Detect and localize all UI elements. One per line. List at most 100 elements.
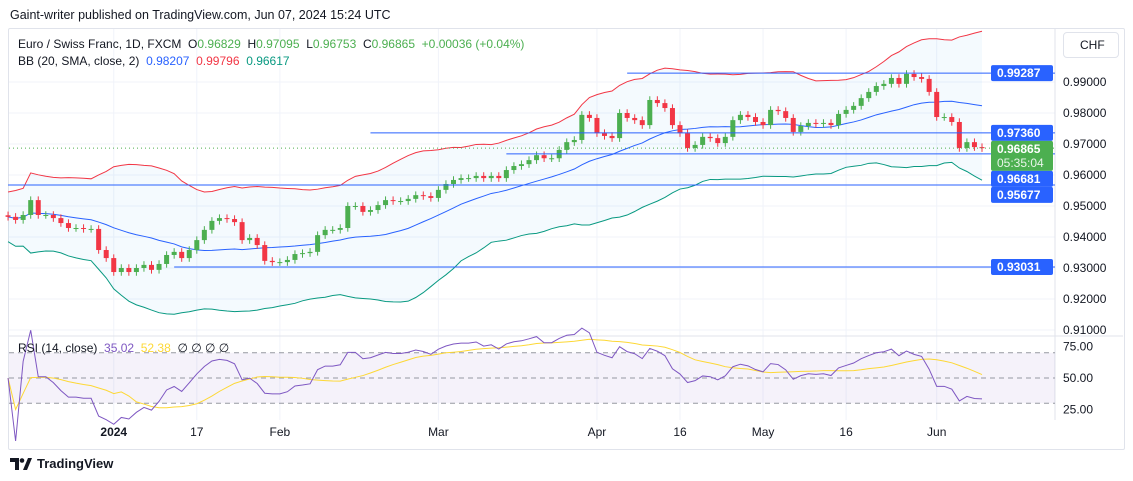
close-value: 0.96865	[371, 37, 415, 51]
candle	[722, 133, 728, 147]
candle-body	[13, 216, 19, 220]
open-value: 0.96829	[197, 37, 241, 51]
time-label: Jun	[927, 425, 946, 439]
candle-body	[677, 125, 683, 134]
candle	[50, 211, 56, 222]
candle	[292, 250, 298, 264]
open-label: O	[188, 37, 198, 51]
candle-body	[35, 200, 41, 215]
candle-body	[820, 122, 826, 124]
candle	[156, 260, 162, 274]
candle	[866, 88, 872, 102]
tradingview-logo[interactable]: TradingView	[10, 456, 113, 471]
bb-label[interactable]: BB (20, SMA, close, 2)	[18, 54, 140, 68]
candle-body	[828, 122, 834, 126]
candle	[126, 264, 132, 276]
candle	[133, 264, 139, 276]
candle	[496, 172, 502, 182]
candle	[103, 246, 109, 262]
candle	[624, 109, 630, 122]
currency-button[interactable]: CHF	[1063, 32, 1119, 58]
logo-text: TradingView	[37, 456, 114, 471]
candle	[639, 116, 645, 129]
candle-body	[707, 136, 713, 139]
candle	[805, 119, 811, 130]
candle-body	[518, 164, 524, 167]
candle	[753, 113, 758, 126]
candle-body	[888, 77, 894, 84]
candle-body	[534, 155, 540, 161]
chart-legend: Euro / Swiss Franc, 1D, FXCM O0.96829 H0…	[18, 36, 524, 70]
candle	[209, 217, 215, 234]
time-label: Mar	[428, 425, 449, 439]
candle-body	[435, 189, 441, 198]
candle-body	[420, 195, 426, 197]
time-label: 2024	[100, 425, 127, 439]
candle	[526, 156, 532, 168]
level-price-tag	[991, 259, 1053, 276]
candle	[13, 213, 19, 224]
candle	[179, 248, 185, 262]
candle	[768, 106, 774, 129]
candle	[73, 224, 79, 232]
candle-body	[481, 175, 487, 179]
candle-body	[496, 175, 502, 179]
candle	[503, 166, 509, 182]
candle-body	[737, 114, 743, 121]
candle-body	[360, 206, 366, 212]
candle-body	[579, 114, 585, 140]
candle	[20, 211, 26, 224]
candle-body	[239, 222, 245, 241]
candle-body	[337, 228, 343, 230]
candle	[420, 191, 426, 200]
low-label: L	[306, 37, 313, 51]
candle	[443, 180, 449, 194]
candle	[239, 218, 245, 244]
candle-body	[277, 262, 283, 264]
candle	[88, 225, 94, 233]
price-tick: 0.98000	[1063, 106, 1107, 120]
candle-body	[586, 114, 592, 118]
candle-body	[632, 117, 638, 121]
candle-body	[609, 135, 615, 139]
symbol-title[interactable]: Euro / Swiss Franc, 1D, FXCM	[18, 37, 182, 51]
level-price-label: 0.93031	[997, 260, 1041, 274]
candle	[617, 109, 623, 142]
candle	[58, 214, 64, 227]
candle	[201, 226, 207, 244]
candle	[28, 196, 34, 219]
candle	[262, 241, 268, 265]
candle	[111, 254, 117, 276]
rsi-tick: 25.00	[1063, 403, 1093, 417]
candle-body	[232, 219, 238, 223]
candle	[579, 111, 585, 144]
candle	[224, 214, 230, 223]
candle	[435, 186, 441, 202]
candle-body	[541, 155, 547, 159]
rsi-value: 35.02	[104, 341, 135, 355]
candle	[284, 256, 290, 266]
candle-body	[307, 251, 313, 254]
candle-body	[111, 258, 117, 273]
candle-body	[873, 86, 879, 92]
bb-upper-value: 0.99796	[196, 54, 240, 68]
close-label: C	[362, 37, 372, 51]
candle-body	[919, 77, 925, 79]
candle-body	[692, 144, 698, 149]
time-label: May	[752, 425, 775, 439]
candle	[322, 226, 328, 239]
candle-body	[881, 83, 887, 87]
level-price-tag	[991, 186, 1053, 203]
candle	[149, 261, 154, 274]
candle-body	[216, 218, 222, 221]
rsi-label[interactable]: RSI (14, close)	[18, 341, 98, 355]
candle	[647, 96, 653, 129]
candle-body	[284, 259, 290, 263]
price-tick: 0.94000	[1063, 230, 1107, 244]
candle	[232, 215, 238, 226]
candle-body	[81, 228, 87, 230]
candle-body	[171, 251, 177, 255]
candle	[141, 261, 147, 272]
candle-body	[141, 264, 147, 268]
